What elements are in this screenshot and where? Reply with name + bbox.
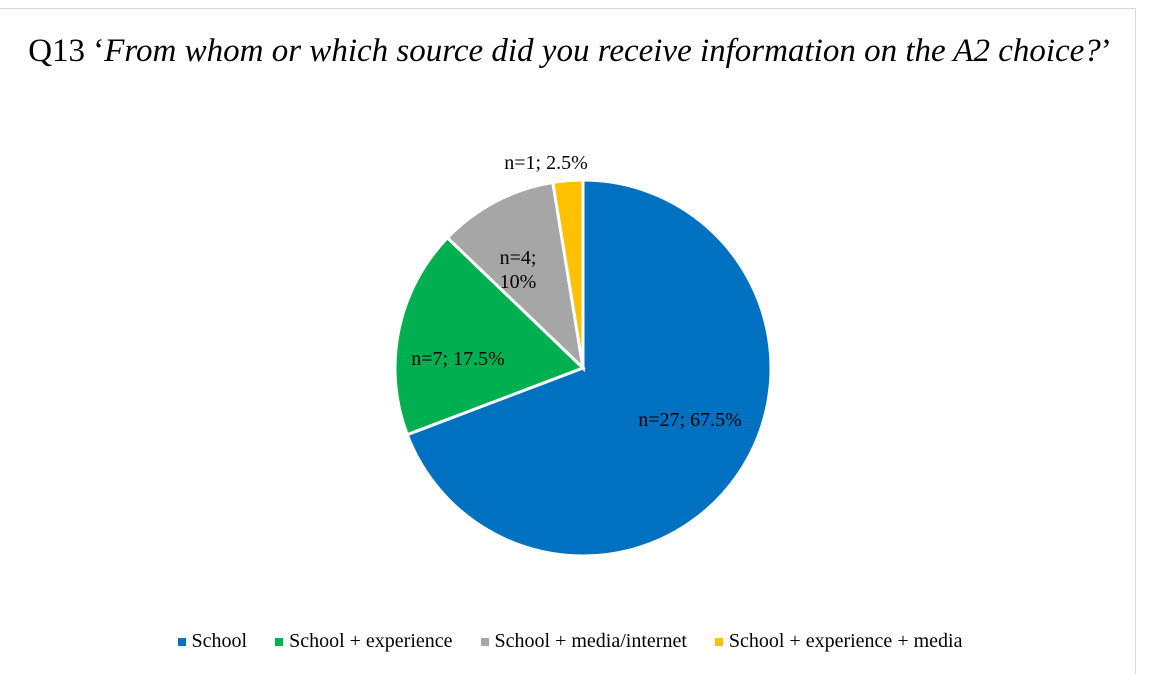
- chart-title-prefix: Q13 ‘: [28, 33, 105, 69]
- pie-slice-school-media: [445, 180, 586, 373]
- legend-label-school: School: [191, 630, 248, 652]
- slice-label-school: n=27; 67.5%: [638, 409, 742, 431]
- legend-label-school-experience-media: School + experience + media: [728, 630, 963, 652]
- pie-chart: n=27; 67.5% n=7; 17.5% n=4; 10% n=1; 2.5%: [393, 152, 773, 558]
- legend-item-school-experience: School + experience: [275, 630, 453, 653]
- legend-swatch-school-experience-media: [714, 637, 723, 646]
- legend-item-school: School: [177, 630, 248, 653]
- legend-label-school-media: School + media/internet: [494, 630, 687, 652]
- pie-labels: n=27; 67.5% n=7; 17.5% n=4; 10% n=1; 2.5%: [411, 152, 742, 431]
- slice-label-school-experience: n=7; 17.5%: [411, 348, 505, 370]
- chart-title: Q13 ‘From whom or which source did you r…: [0, 30, 1140, 72]
- slice-label-school-media: n=4; 10%: [500, 247, 537, 293]
- legend-swatch-school-experience: [275, 637, 284, 646]
- pie-slices: [393, 178, 773, 558]
- legend-item-school-media: School + media/internet: [480, 630, 687, 653]
- legend: School School + experience School + medi…: [0, 630, 1140, 653]
- pie-slice-school: [405, 178, 773, 558]
- slice-label-school-experience-media: n=1; 2.5%: [504, 152, 588, 174]
- chart-title-suffix: ’: [1100, 33, 1112, 69]
- legend-swatch-school: [177, 637, 186, 646]
- chart-frame: [0, 8, 1136, 674]
- legend-swatch-school-media: [480, 637, 489, 646]
- legend-label-school-experience: School + experience: [289, 630, 453, 652]
- pie-slice-school-experience: [393, 235, 586, 437]
- chart-title-italic: From whom or which source did you receiv…: [104, 33, 1101, 69]
- pie-slice-school-experience-media: [551, 178, 585, 369]
- legend-item-school-experience-media: School + experience + media: [714, 630, 963, 653]
